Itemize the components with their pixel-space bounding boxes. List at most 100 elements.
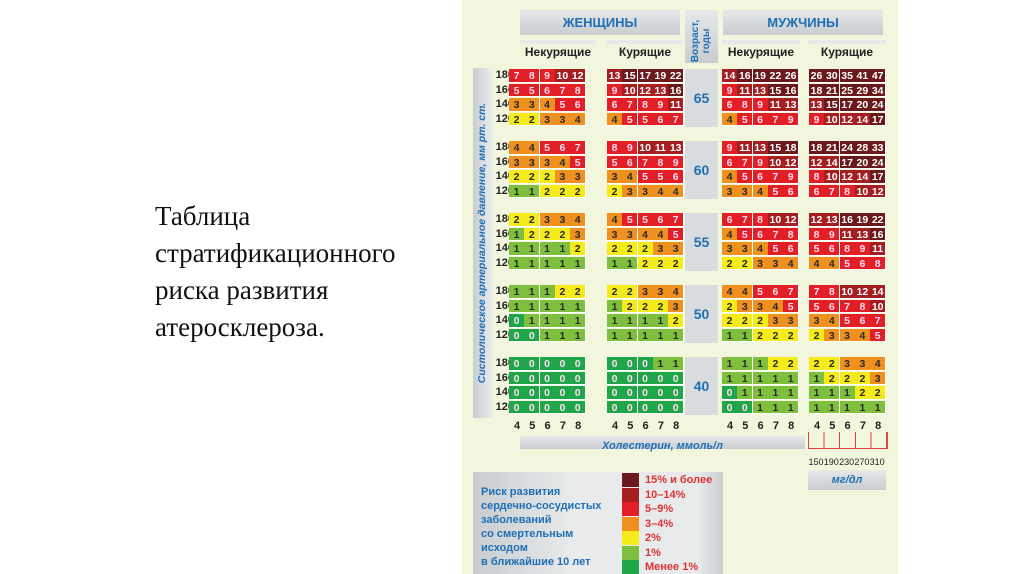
risk-cell: 7: [622, 98, 639, 112]
risk-cell: 6: [722, 213, 738, 227]
risk-cell: 1: [524, 285, 541, 299]
risk-cell: 0: [570, 386, 587, 400]
risk-cell: 2: [767, 328, 784, 342]
risk-cell: 24: [870, 155, 887, 169]
risk-cell: 4: [570, 213, 587, 227]
risk-cell: 6: [668, 170, 685, 184]
risk-cell: 3: [824, 328, 841, 342]
risk-cell: 2: [607, 184, 623, 198]
risk-cell: 2: [554, 285, 571, 299]
risk-cell: 1: [752, 386, 769, 400]
risk-cell: 14: [854, 170, 871, 184]
risk-cell: 7: [668, 112, 685, 126]
risk-cell: 1: [870, 400, 887, 414]
risk-cell: 33: [870, 141, 887, 155]
risk-cell: 3: [554, 170, 571, 184]
cholesterol-tick: 7: [772, 420, 779, 432]
risk-cell: 47: [870, 69, 887, 83]
risk-cell: 2: [637, 299, 654, 313]
risk-cell: 1: [652, 328, 669, 342]
risk-cell: 3: [622, 184, 639, 198]
risk-cell: 14: [854, 112, 871, 126]
risk-cell: 2: [783, 328, 800, 342]
risk-cell: 1: [737, 371, 754, 385]
risk-cell: 1: [637, 314, 654, 328]
cholesterol-tick: 6: [844, 420, 851, 432]
risk-cell: 0: [607, 371, 623, 385]
risk-cell: 5: [622, 112, 639, 126]
risk-cell: 0: [509, 371, 525, 385]
risk-cell: 1: [524, 299, 541, 313]
risk-cell: 41: [854, 69, 871, 83]
cholesterol-tick: 4: [813, 420, 821, 432]
risk-cell: 6: [824, 299, 841, 313]
risk-cell: 5: [809, 242, 825, 256]
risk-cell: 0: [637, 386, 654, 400]
risk-cell: 1: [839, 386, 856, 400]
risk-cell: 24: [870, 98, 887, 112]
legend-label: 5–9%: [645, 503, 674, 515]
risk-cell: 2: [824, 371, 841, 385]
risk-cell: 1: [767, 400, 784, 414]
risk-cell: 4: [722, 170, 738, 184]
risk-cell: 1: [607, 299, 623, 313]
risk-cell: 2: [570, 184, 587, 198]
risk-cell: 1: [622, 256, 639, 270]
risk-cell: 5: [839, 314, 856, 328]
risk-cell: 2: [870, 386, 887, 400]
risk-cell: 0: [509, 314, 525, 328]
risk-cell: 9: [539, 69, 556, 83]
risk-cell: 6: [722, 98, 738, 112]
y-axis-label: Систолическое артериальное давление, мм …: [476, 102, 488, 384]
risk-cell: 8: [839, 242, 856, 256]
risk-cell: 1: [539, 314, 556, 328]
risk-cell: 0: [652, 371, 669, 385]
risk-cell: 3: [809, 314, 825, 328]
risk-cell: 0: [570, 357, 587, 371]
risk-cell: 4: [824, 314, 841, 328]
risk-cell: 1: [668, 328, 685, 342]
risk-cell: 3: [539, 213, 556, 227]
risk-cell: 3: [607, 170, 623, 184]
age-label-55: 55: [685, 213, 718, 271]
risk-cell: 1: [524, 184, 541, 198]
risk-cell: 5: [622, 213, 639, 227]
risk-cell: 4: [652, 227, 669, 241]
risk-cell: 2: [509, 112, 525, 126]
risk-cell: 1: [737, 357, 754, 371]
risk-cell: 0: [509, 400, 525, 414]
risk-cell: 13: [809, 98, 825, 112]
risk-cell: 16: [870, 227, 887, 241]
risk-cell: 10: [767, 155, 784, 169]
risk-cell: 6: [752, 227, 769, 241]
risk-cell: 5: [737, 170, 754, 184]
risk-cell: 8: [607, 141, 623, 155]
risk-cell: 2: [809, 328, 825, 342]
cholesterol-tick: 6: [544, 420, 551, 432]
risk-cell: 3: [767, 256, 784, 270]
risk-cell: 10: [870, 299, 887, 313]
risk-cell: 4: [809, 256, 825, 270]
risk-cell: 13: [668, 141, 685, 155]
risk-cell: 2: [509, 170, 525, 184]
risk-cell: 7: [767, 170, 784, 184]
legend-swatch: [622, 516, 639, 531]
risk-cell: 6: [539, 83, 556, 97]
risk-cell: 4: [652, 184, 669, 198]
risk-cell: 0: [554, 371, 571, 385]
risk-cell: 0: [524, 400, 541, 414]
risk-cell: 1: [607, 314, 623, 328]
risk-cell: 15: [767, 83, 784, 97]
risk-cell: 0: [607, 357, 623, 371]
risk-cell: 30: [824, 69, 841, 83]
risk-cell: 3: [570, 227, 587, 241]
legend-title: Риск развития сердечно-сосудистых заболе…: [481, 486, 602, 568]
risk-cell: 1: [539, 299, 556, 313]
age-header: Возраст, годы: [685, 10, 718, 63]
risk-cell: 3: [524, 98, 541, 112]
risk-cell: 12: [839, 170, 856, 184]
risk-cell: 18: [809, 141, 825, 155]
risk-cell: 2: [722, 256, 738, 270]
risk-cell: 1: [783, 386, 800, 400]
risk-cell: 18: [783, 141, 800, 155]
